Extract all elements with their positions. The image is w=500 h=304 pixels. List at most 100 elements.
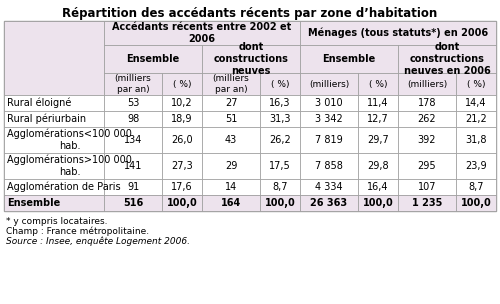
Text: 29: 29 [225, 161, 237, 171]
Bar [202, 45, 300, 73]
Bar [456, 179, 496, 195]
Bar [104, 195, 162, 211]
Text: 26 363: 26 363 [310, 198, 348, 208]
Text: Source : Insee, enquête Logement 2006.: Source : Insee, enquête Logement 2006. [6, 236, 190, 246]
Bar [456, 195, 496, 211]
Bar [300, 95, 358, 111]
Bar [300, 73, 358, 95]
Text: 134: 134 [124, 135, 142, 145]
Bar [104, 73, 162, 95]
Bar [162, 73, 202, 95]
Bar [260, 195, 300, 211]
Bar [104, 153, 162, 179]
Text: 100,0: 100,0 [264, 198, 296, 208]
Text: Ensemble: Ensemble [126, 54, 180, 64]
Text: 100,0: 100,0 [460, 198, 492, 208]
Bar [4, 21, 104, 95]
Bar [358, 195, 398, 211]
Text: 516: 516 [123, 198, 143, 208]
Bar [300, 111, 358, 127]
Bar [456, 127, 496, 153]
Bar [4, 95, 104, 111]
Text: Ménages (tous statuts*) en 2006: Ménages (tous statuts*) en 2006 [308, 28, 488, 38]
Bar [162, 179, 202, 195]
Text: dont
constructions
neuves: dont constructions neuves [214, 42, 288, 76]
Bar [260, 153, 300, 179]
Text: 262: 262 [418, 114, 436, 124]
Text: 17,6: 17,6 [171, 182, 193, 192]
Text: 29,7: 29,7 [367, 135, 389, 145]
Bar [300, 179, 358, 195]
Bar [202, 111, 260, 127]
Bar [4, 153, 104, 179]
Bar [456, 153, 496, 179]
Text: ( %): ( %) [271, 80, 289, 88]
Text: 18,9: 18,9 [171, 114, 193, 124]
Bar [104, 95, 162, 111]
Text: 29,8: 29,8 [367, 161, 389, 171]
Bar [202, 179, 260, 195]
Text: 16,3: 16,3 [269, 98, 291, 108]
Text: ( %): ( %) [173, 80, 191, 88]
Text: Rural périurbain: Rural périurbain [7, 114, 86, 124]
Bar [300, 21, 496, 45]
Text: 21,2: 21,2 [465, 114, 487, 124]
Bar [300, 195, 358, 211]
Bar [398, 45, 496, 73]
Text: 392: 392 [418, 135, 436, 145]
Bar [104, 45, 202, 73]
Text: 31,3: 31,3 [269, 114, 291, 124]
Text: 7 819: 7 819 [315, 135, 343, 145]
Text: * y compris locataires.: * y compris locataires. [6, 216, 108, 226]
Text: 27,3: 27,3 [171, 161, 193, 171]
Text: ( %): ( %) [467, 80, 485, 88]
Text: 27: 27 [225, 98, 237, 108]
Text: Accédants récents entre 2002 et
2006: Accédants récents entre 2002 et 2006 [112, 22, 292, 44]
Text: 7 858: 7 858 [315, 161, 343, 171]
Bar [202, 95, 260, 111]
Text: 100,0: 100,0 [166, 198, 198, 208]
Text: 141: 141 [124, 161, 142, 171]
Bar [162, 195, 202, 211]
Text: 31,8: 31,8 [465, 135, 487, 145]
Bar [398, 195, 456, 211]
Bar [358, 95, 398, 111]
Text: 295: 295 [418, 161, 436, 171]
Bar [162, 95, 202, 111]
Text: 23,9: 23,9 [465, 161, 487, 171]
Bar [398, 127, 456, 153]
Text: 4 334: 4 334 [315, 182, 343, 192]
Bar [260, 73, 300, 95]
Text: 164: 164 [221, 198, 241, 208]
Text: 178: 178 [418, 98, 436, 108]
Bar [456, 95, 496, 111]
Bar [300, 127, 358, 153]
Bar [398, 95, 456, 111]
Text: 8,7: 8,7 [468, 182, 484, 192]
Text: 14: 14 [225, 182, 237, 192]
Bar [398, 111, 456, 127]
Bar [398, 179, 456, 195]
Text: 98: 98 [127, 114, 139, 124]
Bar [4, 127, 104, 153]
Text: 1 235: 1 235 [412, 198, 442, 208]
Bar [398, 153, 456, 179]
Text: Ensemble: Ensemble [7, 198, 60, 208]
Bar [260, 127, 300, 153]
Text: 91: 91 [127, 182, 139, 192]
Bar [4, 21, 496, 211]
Text: Champ : France métropolitaine.: Champ : France métropolitaine. [6, 226, 149, 236]
Bar [358, 153, 398, 179]
Bar [4, 195, 104, 211]
Bar [104, 179, 162, 195]
Bar [398, 73, 456, 95]
Text: ( %): ( %) [369, 80, 387, 88]
Bar [162, 127, 202, 153]
Text: 10,2: 10,2 [171, 98, 193, 108]
Text: 26,2: 26,2 [269, 135, 291, 145]
Text: 11,4: 11,4 [367, 98, 389, 108]
Bar [358, 179, 398, 195]
Bar [202, 195, 260, 211]
Text: (milliers): (milliers) [309, 80, 349, 88]
Bar [104, 111, 162, 127]
